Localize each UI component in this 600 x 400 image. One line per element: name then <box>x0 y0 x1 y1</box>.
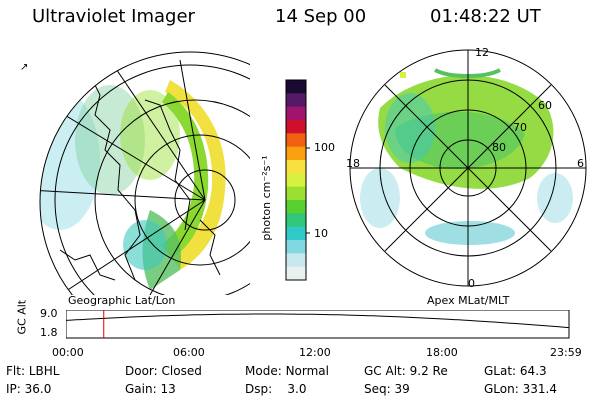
status-seq: Seq: 39 <box>364 382 410 396</box>
timeline-xtick-1200: 12:00 <box>299 346 331 359</box>
colorbar-swatch <box>286 200 306 214</box>
geographic-map: ↗ <box>20 51 250 295</box>
altitude-timeline[interactable] <box>66 310 571 340</box>
colorbar-tick-100: 100 <box>314 141 335 154</box>
colorbar-swatch <box>286 133 306 148</box>
auroral-oval <box>165 80 226 270</box>
mlat-label-70: 70 <box>513 121 527 134</box>
polar-mlt-map <box>349 49 587 287</box>
timeline-ylabel: GC Alt <box>15 299 29 335</box>
mlt-label-6: 6 <box>577 157 584 170</box>
timeline-xtick-1800: 18:00 <box>426 346 458 359</box>
colorbar-swatch <box>286 253 306 268</box>
colorbar-swatch <box>286 213 306 228</box>
status-gain: Gain: 13 <box>125 382 176 396</box>
colorbar-swatch <box>286 173 306 188</box>
mlat-label-80: 80 <box>492 141 506 154</box>
timeline-ytick-top: 9.0 <box>40 307 58 320</box>
status-mode: Mode: Normal <box>245 364 329 378</box>
colorbar-swatch <box>286 226 306 241</box>
mlt-label-12: 12 <box>475 46 489 59</box>
status-dsp: Dsp: 3.0 <box>245 382 307 396</box>
status-ip: IP: 36.0 <box>6 382 52 396</box>
left-projection-label: Geographic Lat/Lon <box>68 294 176 307</box>
timeline-xtick-0600: 06:00 <box>173 346 205 359</box>
colorbar-swatch <box>286 93 306 108</box>
colorbar-swatch <box>286 186 306 201</box>
date-label: 14 Sep 00 <box>275 6 367 27</box>
colorbar-gradient <box>286 80 306 281</box>
mlt-label-18: 18 <box>346 157 360 170</box>
colorbar-swatch <box>286 146 306 161</box>
timeline-ytick-bottom: 1.8 <box>40 326 58 339</box>
colorbar-unit-label: photon cm⁻²s⁻¹ <box>260 155 273 240</box>
colorbar-swatch <box>286 240 306 254</box>
altitude-curve <box>66 313 570 329</box>
timeline-xtick-0000: 00:00 <box>52 346 84 359</box>
status-gc-alt: GC Alt: 9.2 Re <box>364 364 448 378</box>
status-glat: GLat: 64.3 <box>484 364 547 378</box>
colorbar: photon cm⁻²s⁻¹ <box>260 79 310 281</box>
timeline-xtick-2359: 23:59 <box>550 346 582 359</box>
colorbar-swatch <box>286 106 306 121</box>
coastline <box>89 74 141 281</box>
colorbar-swatch <box>286 160 306 174</box>
colorbar-swatch <box>286 120 306 134</box>
status-filter: Flt: LBHL <box>6 364 60 378</box>
app-title: Ultraviolet Imager <box>32 6 195 27</box>
time-label: 01:48:22 UT <box>430 6 541 27</box>
right-projection-label: Apex MLat/MLT <box>427 294 510 307</box>
status-glon: GLon: 331.4 <box>484 382 557 396</box>
status-door: Door: Closed <box>125 364 202 378</box>
north-marker: ↗ <box>20 62 28 73</box>
mlat-label-60: 60 <box>538 99 552 112</box>
colorbar-tick-10: 10 <box>314 227 328 240</box>
mlt-label-0: 0 <box>468 277 475 290</box>
aurora-speckle <box>40 90 100 230</box>
colorbar-swatch <box>286 80 306 94</box>
colorbar-swatch <box>286 266 306 281</box>
